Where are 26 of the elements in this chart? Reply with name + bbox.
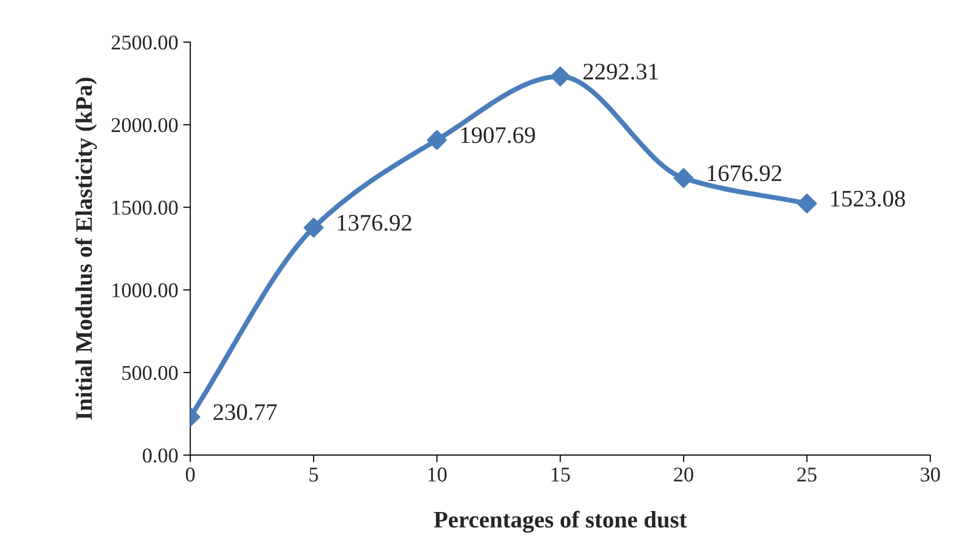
x-tick-label: 10: [428, 468, 447, 482]
point: [304, 218, 324, 238]
y-axis-title: Initial Modulus of Elasticity (kPa): [75, 78, 97, 420]
x-tick-label: 5: [310, 468, 318, 482]
point: [796, 193, 817, 214]
data-label: 1676.92: [708, 165, 782, 182]
y-tick-label: 1000.00: [112, 283, 178, 298]
y-tick-label: 2500.00: [112, 35, 178, 50]
x-tick-label: 15: [552, 468, 570, 482]
data-label: 2292.31: [584, 64, 658, 80]
x-tick-label: 30: [920, 468, 940, 482]
point: [550, 66, 570, 86]
data-label: 1376.92: [338, 214, 412, 231]
x-axis-title: Percentages of stone dust: [434, 510, 687, 533]
x-tick-label: 25: [797, 468, 817, 482]
point: [426, 130, 447, 150]
point: [674, 168, 694, 188]
y-tick-label: 500.00: [122, 366, 178, 380]
x-tick-label: 20: [674, 468, 694, 482]
data-label: 230.77: [214, 404, 277, 420]
data-label: 1523.08: [831, 190, 905, 207]
y-tick-label: 2000.00: [112, 118, 178, 132]
x-tick-label: 0: [186, 468, 195, 482]
y-tick-label: 0.00: [142, 448, 178, 463]
data-label: 1907.69: [461, 127, 535, 144]
y-tick-label: 1500.00: [112, 200, 178, 215]
